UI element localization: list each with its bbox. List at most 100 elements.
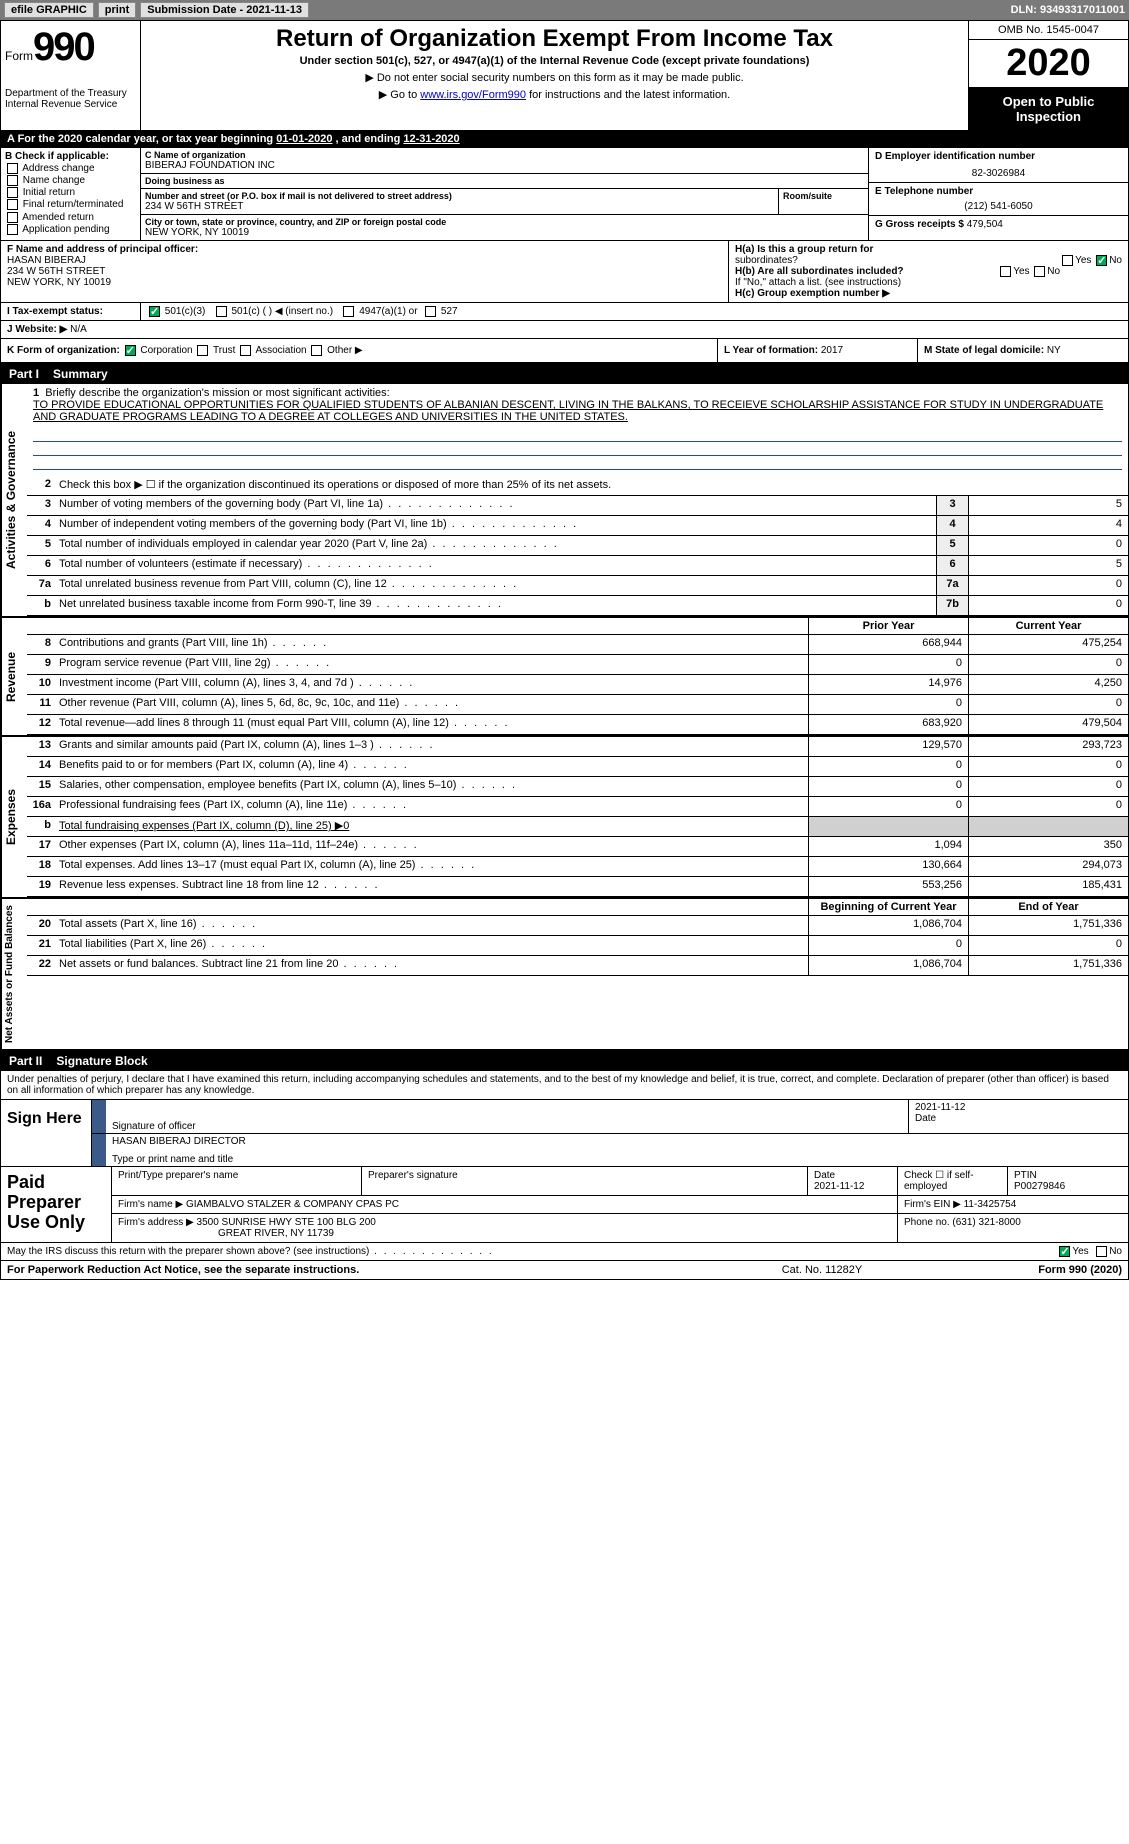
cb-application-pending[interactable]: Application pending <box>5 224 136 235</box>
officer-addr2: NEW YORK, NY 10019 <box>7 277 722 288</box>
line-text: Total expenses. Add lines 13–17 (must eq… <box>55 857 808 876</box>
period-label: A For the 2020 calendar year, or tax yea… <box>7 133 276 145</box>
period-begin: 01-01-2020 <box>276 133 332 145</box>
dln-value: 93493317011001 <box>1040 4 1125 16</box>
form-number-block: Form990 <box>5 25 136 70</box>
ag-body: 1 Briefly describe the organization's mi… <box>27 384 1128 616</box>
irs-form990-link[interactable]: www.irs.gov/Form990 <box>420 89 526 101</box>
firm-phone-label: Phone no. <box>904 1217 950 1228</box>
cb-501c[interactable] <box>216 306 227 317</box>
cell-prior: 130,664 <box>808 857 968 876</box>
form-title: Return of Organization Exempt From Incom… <box>147 25 962 53</box>
cb-address-change[interactable]: Address change <box>5 163 136 174</box>
efile-button[interactable]: efile GRAPHIC <box>4 2 94 18</box>
line-num: 9 <box>27 655 55 674</box>
line-box: 5 <box>936 536 968 555</box>
cell-prior: 0 <box>808 655 968 674</box>
cell-prior: 0 <box>808 797 968 816</box>
cb-hb-no[interactable] <box>1034 266 1045 277</box>
gov-line: 2 Check this box ▶ ☐ if the organization… <box>27 476 1128 496</box>
line-num: 7a <box>27 576 55 595</box>
line-text: Grants and similar amounts paid (Part IX… <box>55 737 808 756</box>
cb-corporation[interactable] <box>125 345 136 356</box>
cell-prior: 129,570 <box>808 737 968 756</box>
gov-line: 5 Total number of individuals employed i… <box>27 536 1128 556</box>
table-row: 16a Professional fundraising fees (Part … <box>27 797 1128 817</box>
cell-prior: 1,094 <box>808 837 968 856</box>
cb-amended-return[interactable]: Amended return <box>5 212 136 223</box>
box-l: L Year of formation: 2017 <box>718 339 918 362</box>
cell-prior: 1,086,704 <box>808 916 968 935</box>
form-990-container: Form990 Department of the Treasury Inter… <box>0 20 1129 1280</box>
line-text: Total revenue—add lines 8 through 11 (mu… <box>55 715 808 734</box>
line-text: Total assets (Part X, line 16) <box>55 916 808 935</box>
i-options: 501(c)(3) 501(c) ( ) ◀ (insert no.) 4947… <box>141 303 1128 320</box>
side-label-exp: Expenses <box>1 737 27 897</box>
org-name: BIBERAJ FOUNDATION INC <box>145 160 864 171</box>
col-beginning-year: Beginning of Current Year <box>808 899 968 915</box>
cell-current: 350 <box>968 837 1128 856</box>
prep-date-label: Date <box>814 1170 835 1181</box>
cb-hb-yes[interactable] <box>1000 266 1011 277</box>
line-box: 4 <box>936 516 968 535</box>
activities-governance-section: Activities & Governance 1 Briefly descri… <box>1 384 1128 618</box>
cb-name-change[interactable]: Name change <box>5 175 136 186</box>
sign-here-label: Sign Here <box>1 1100 91 1166</box>
cb-501c3[interactable] <box>149 306 160 317</box>
gov-line: 7a Total unrelated business revenue from… <box>27 576 1128 596</box>
part-1-num: Part I <box>9 367 39 381</box>
self-employed-label: Check ☐ if self-employed <box>898 1167 1008 1195</box>
header-right: OMB No. 1545-0047 2020 Open to Public In… <box>968 21 1128 130</box>
cb-association[interactable] <box>240 345 251 356</box>
cell-prior <box>808 817 968 836</box>
cb-initial-return[interactable]: Initial return <box>5 187 136 198</box>
cb-527[interactable] <box>425 306 436 317</box>
table-row: 10 Investment income (Part VIII, column … <box>27 675 1128 695</box>
cb-trust[interactable] <box>197 345 208 356</box>
opt-trust: Trust <box>213 345 235 356</box>
line-box: 7b <box>936 596 968 615</box>
revenue-section: Revenue Prior Year Current Year 8 Contri… <box>1 618 1128 737</box>
na-hdr-spacer <box>27 899 808 915</box>
cb-final-return[interactable]: Final return/terminated <box>5 199 136 210</box>
box-g: G Gross receipts $ 479,504 <box>869 216 1128 240</box>
cb-discuss-no[interactable] <box>1096 1246 1107 1257</box>
col-end-year: End of Year <box>968 899 1128 915</box>
ptin-value: P00279846 <box>1014 1181 1065 1192</box>
cb-ha-yes[interactable] <box>1062 255 1073 266</box>
print-button[interactable]: print <box>98 2 136 18</box>
box-f: F Name and address of principal officer:… <box>1 241 728 302</box>
line-num: 18 <box>27 857 55 876</box>
irs-label: Internal Revenue Service <box>5 99 136 110</box>
prep-date-value: 2021-11-12 <box>814 1181 864 1192</box>
form-number: 990 <box>33 25 94 69</box>
table-row: 12 Total revenue—add lines 8 through 11 … <box>27 715 1128 735</box>
dln-label: DLN: 93493317011001 <box>1011 4 1125 16</box>
line-num: 13 <box>27 737 55 756</box>
discuss-row: May the IRS discuss this return with the… <box>1 1243 1128 1261</box>
cb-other[interactable] <box>311 345 322 356</box>
form-subtitle: Under section 501(c), 527, or 4947(a)(1)… <box>147 55 962 67</box>
line-box: 3 <box>936 496 968 515</box>
table-row: 18 Total expenses. Add lines 13–17 (must… <box>27 857 1128 877</box>
gov-line: b Net unrelated business taxable income … <box>27 596 1128 616</box>
line-text: Other expenses (Part IX, column (A), lin… <box>55 837 808 856</box>
cell-current: 0 <box>968 777 1128 796</box>
officer-label: F Name and address of principal officer: <box>7 244 722 255</box>
h-c-label: H(c) Group exemption number ▶ <box>735 288 1122 299</box>
line-value: 0 <box>968 576 1128 595</box>
rev-col-headers: Prior Year Current Year <box>27 618 1128 635</box>
line-value: 0 <box>968 536 1128 555</box>
line-num: 6 <box>27 556 55 575</box>
cb-ha-no[interactable] <box>1096 255 1107 266</box>
net-assets-section: Net Assets or Fund Balances Beginning of… <box>1 899 1128 1051</box>
cb-discuss-yes[interactable] <box>1059 1246 1070 1257</box>
col-current-year: Current Year <box>968 618 1128 634</box>
gov-line: 6 Total number of volunteers (estimate i… <box>27 556 1128 576</box>
l-label: L Year of formation: <box>724 345 818 356</box>
line-num: 14 <box>27 757 55 776</box>
cb-4947[interactable] <box>343 306 354 317</box>
cell-current: 0 <box>968 655 1128 674</box>
mission-num: 1 <box>33 387 39 399</box>
ein-label: D Employer identification number <box>875 151 1122 162</box>
